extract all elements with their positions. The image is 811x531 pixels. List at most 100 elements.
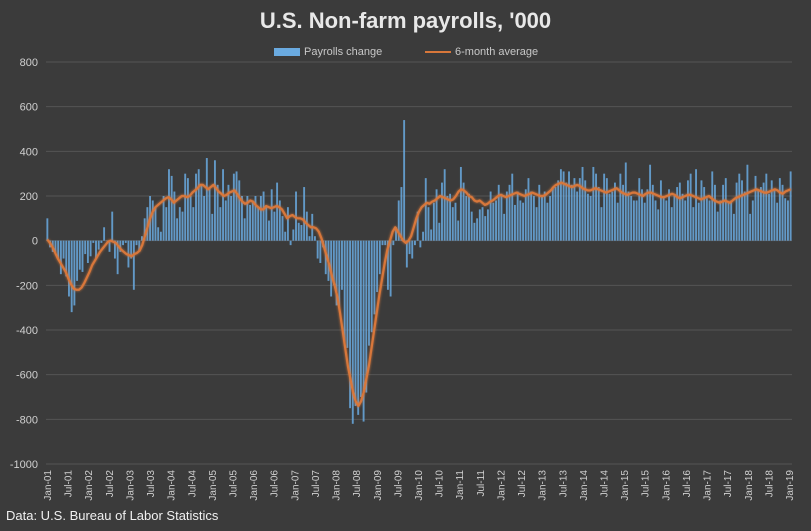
payrolls-change-bar: [768, 193, 770, 241]
payrolls-change-bar: [614, 182, 616, 241]
payrolls-change-bar: [749, 213, 752, 241]
payrolls-change-bar: [243, 218, 246, 241]
payrolls-change-bar: [286, 207, 289, 241]
payrolls-change-bar: [789, 171, 792, 241]
x-tick-label: Jul-11: [476, 470, 487, 497]
payrolls-change-bar: [170, 175, 173, 241]
x-tick-label: Jul-03: [146, 470, 157, 498]
payrolls-change-bar: [762, 182, 765, 241]
legend-item-6-month-average: 6-month average: [425, 46, 538, 58]
payrolls-change-bar: [438, 222, 441, 241]
payrolls-change-bar: [511, 173, 514, 241]
x-tick-label: Jul-07: [311, 470, 322, 498]
payrolls-change-bar: [319, 240, 322, 263]
x-tick-label: Jul-06: [270, 470, 281, 498]
payrolls-change-bar: [249, 204, 252, 241]
payrolls-change-bar: [573, 178, 576, 241]
x-tick-label: Jan-08: [332, 470, 343, 501]
payrolls-change-bar: [603, 173, 606, 241]
payrolls-change-bar: [335, 240, 338, 306]
payrolls-change-bar: [189, 196, 192, 241]
payrolls-change-bar: [84, 240, 87, 255]
payrolls-change-bar: [522, 202, 525, 241]
payrolls-change-bar: [116, 240, 119, 275]
payrolls-change-bar: [595, 173, 597, 241]
x-tick-label: Jul-15: [641, 470, 652, 498]
x-tick-label: Jul-09: [393, 470, 404, 498]
payrolls-change-bar: [186, 178, 189, 241]
payrolls-change-bar: [108, 240, 111, 252]
payrolls-change-bar: [281, 216, 284, 241]
payrolls-change-bar: [105, 240, 108, 242]
payrolls-change-bar: [416, 211, 419, 241]
payrolls-change-bar: [200, 184, 203, 241]
payrolls-change-bar: [295, 191, 297, 241]
payrolls-change-bar: [303, 187, 306, 241]
payrolls-change-bar: [719, 200, 722, 241]
payrolls-change-bar: [686, 180, 689, 241]
payrolls-change-bar: [576, 191, 579, 241]
payrolls-change-bar: [624, 162, 627, 241]
x-tick-label: Jul-18: [764, 470, 775, 498]
payrolls-change-bar: [754, 175, 757, 241]
payrolls-change-bar: [659, 180, 662, 241]
payrolls-change-bar: [732, 213, 735, 241]
x-tick-label: Jan-18: [744, 470, 755, 501]
payrolls-change-bar: [711, 171, 714, 241]
payrolls-change-bar: [727, 202, 730, 241]
payrolls-change-bar: [403, 120, 406, 241]
gridlines: [46, 61, 792, 465]
payrolls-change-bar: [265, 207, 268, 241]
y-tick-label: -800: [16, 414, 38, 426]
payrolls-change-bar: [386, 240, 389, 290]
payrolls-change-bar: [246, 196, 249, 241]
payrolls-change-bar: [378, 240, 381, 275]
x-tick-label: Jan-14: [579, 470, 590, 501]
payrolls-change-bar: [284, 231, 287, 241]
payrolls-change-bar: [454, 202, 457, 241]
payrolls-change-bar: [551, 187, 554, 241]
payrolls-change-bar: [132, 240, 135, 290]
payrolls-change-bar: [316, 240, 319, 259]
line-series-6-month-average: [46, 181, 792, 408]
x-tick-label: Jan-04: [167, 470, 178, 501]
payrolls-change-bar: [751, 200, 754, 241]
payrolls-change-bar: [359, 240, 362, 397]
x-tick-label: Jan-16: [661, 470, 672, 501]
payrolls-change-bar: [141, 236, 143, 241]
payrolls-change-bar: [119, 240, 122, 252]
payrolls-change-bar: [451, 207, 454, 241]
payrolls-change-bar: [251, 200, 254, 241]
payrolls-change-bar: [238, 180, 241, 241]
payrolls-change-bar: [776, 202, 779, 241]
payrolls-change-bar: [427, 207, 430, 241]
payrolls-change-bar: [497, 184, 500, 241]
payrolls-change-bar: [503, 213, 506, 241]
payrolls-change-bar: [759, 187, 762, 241]
x-tick-label: Jan-11: [455, 470, 466, 500]
payrolls-change-bar: [224, 200, 227, 241]
payrolls-change-bar: [219, 207, 222, 241]
payrolls-change-bar: [465, 196, 468, 241]
x-tick-label: Jan-05: [208, 470, 219, 501]
payrolls-change-bar: [165, 207, 168, 241]
payrolls-change-bar: [643, 202, 646, 241]
payrolls-change-bar: [586, 193, 589, 241]
payrolls-change-bar: [584, 180, 587, 241]
payrolls-change-bar: [346, 240, 349, 348]
y-tick-label: 800: [20, 57, 38, 69]
payrolls-change-bar: [486, 209, 489, 241]
y-tick-label: -600: [16, 370, 38, 382]
payrolls-change-bar: [589, 196, 592, 241]
payrolls-change-bar: [646, 189, 649, 241]
payrolls-change-bar: [103, 227, 106, 241]
payrolls-change-bar: [300, 225, 303, 241]
payrolls-change-bar: [176, 218, 179, 241]
payrolls-change-bar: [538, 184, 541, 241]
payrolls-change-bar: [357, 240, 360, 415]
payrolls-change-bar: [373, 240, 376, 315]
payrolls-change-bar: [305, 211, 308, 241]
x-tick-label: Jan-10: [414, 470, 425, 501]
x-tick-label: Jul-04: [187, 470, 198, 498]
payrolls-change-bar: [424, 178, 427, 241]
